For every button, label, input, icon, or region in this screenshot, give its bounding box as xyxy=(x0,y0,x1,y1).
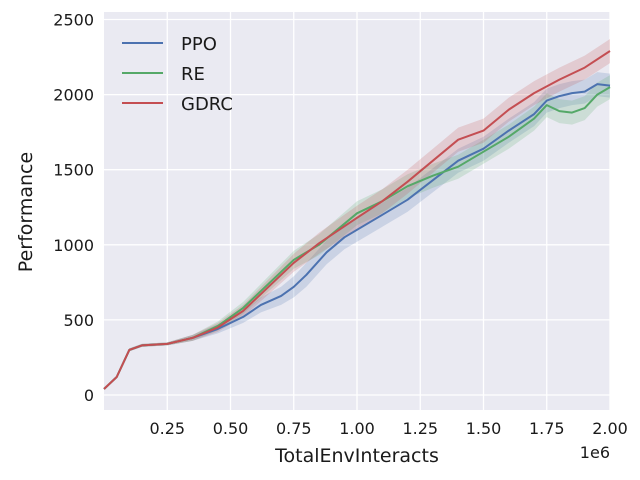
legend-label-re: RE xyxy=(181,64,205,85)
y-axis-label: Performance xyxy=(15,152,37,272)
y-tick-label: 0 xyxy=(84,386,94,405)
legend-label-ppo: PPO xyxy=(181,34,217,55)
x-axis-ticks: 0.25 0.50 0.75 1.00 1.25 1.50 1.75 2.00 xyxy=(149,419,627,438)
y-tick-label: 2500 xyxy=(53,11,94,30)
y-tick-label: 1000 xyxy=(53,236,94,255)
x-tick-label: 1.00 xyxy=(339,419,375,438)
legend: PPO RE GDRC xyxy=(122,34,233,115)
series-line-gdrc xyxy=(103,50,611,390)
x-tick-label: 1.75 xyxy=(529,419,565,438)
x-tick-label: 0.25 xyxy=(149,419,185,438)
x-tick-label: 0.75 xyxy=(276,419,312,438)
x-tick-label: 1.25 xyxy=(402,419,438,438)
y-tick-label: 2000 xyxy=(53,86,94,105)
x-tick-label: 0.50 xyxy=(213,419,249,438)
x-tick-label: 2.00 xyxy=(592,419,628,438)
gridlines xyxy=(104,12,611,410)
legend-label-gdrc: GDRC xyxy=(181,94,233,115)
x-axis-offset-label: 1e6 xyxy=(580,443,610,462)
x-axis-label: TotalEnvInteracts xyxy=(274,445,439,467)
y-tick-label: 1500 xyxy=(53,161,94,180)
series-lines xyxy=(103,50,611,390)
series-band-re xyxy=(104,75,610,389)
y-tick-label: 500 xyxy=(63,311,94,330)
y-axis-ticks: 0 500 1000 1500 2000 2500 xyxy=(53,11,94,405)
x-tick-label: 1.50 xyxy=(466,419,502,438)
